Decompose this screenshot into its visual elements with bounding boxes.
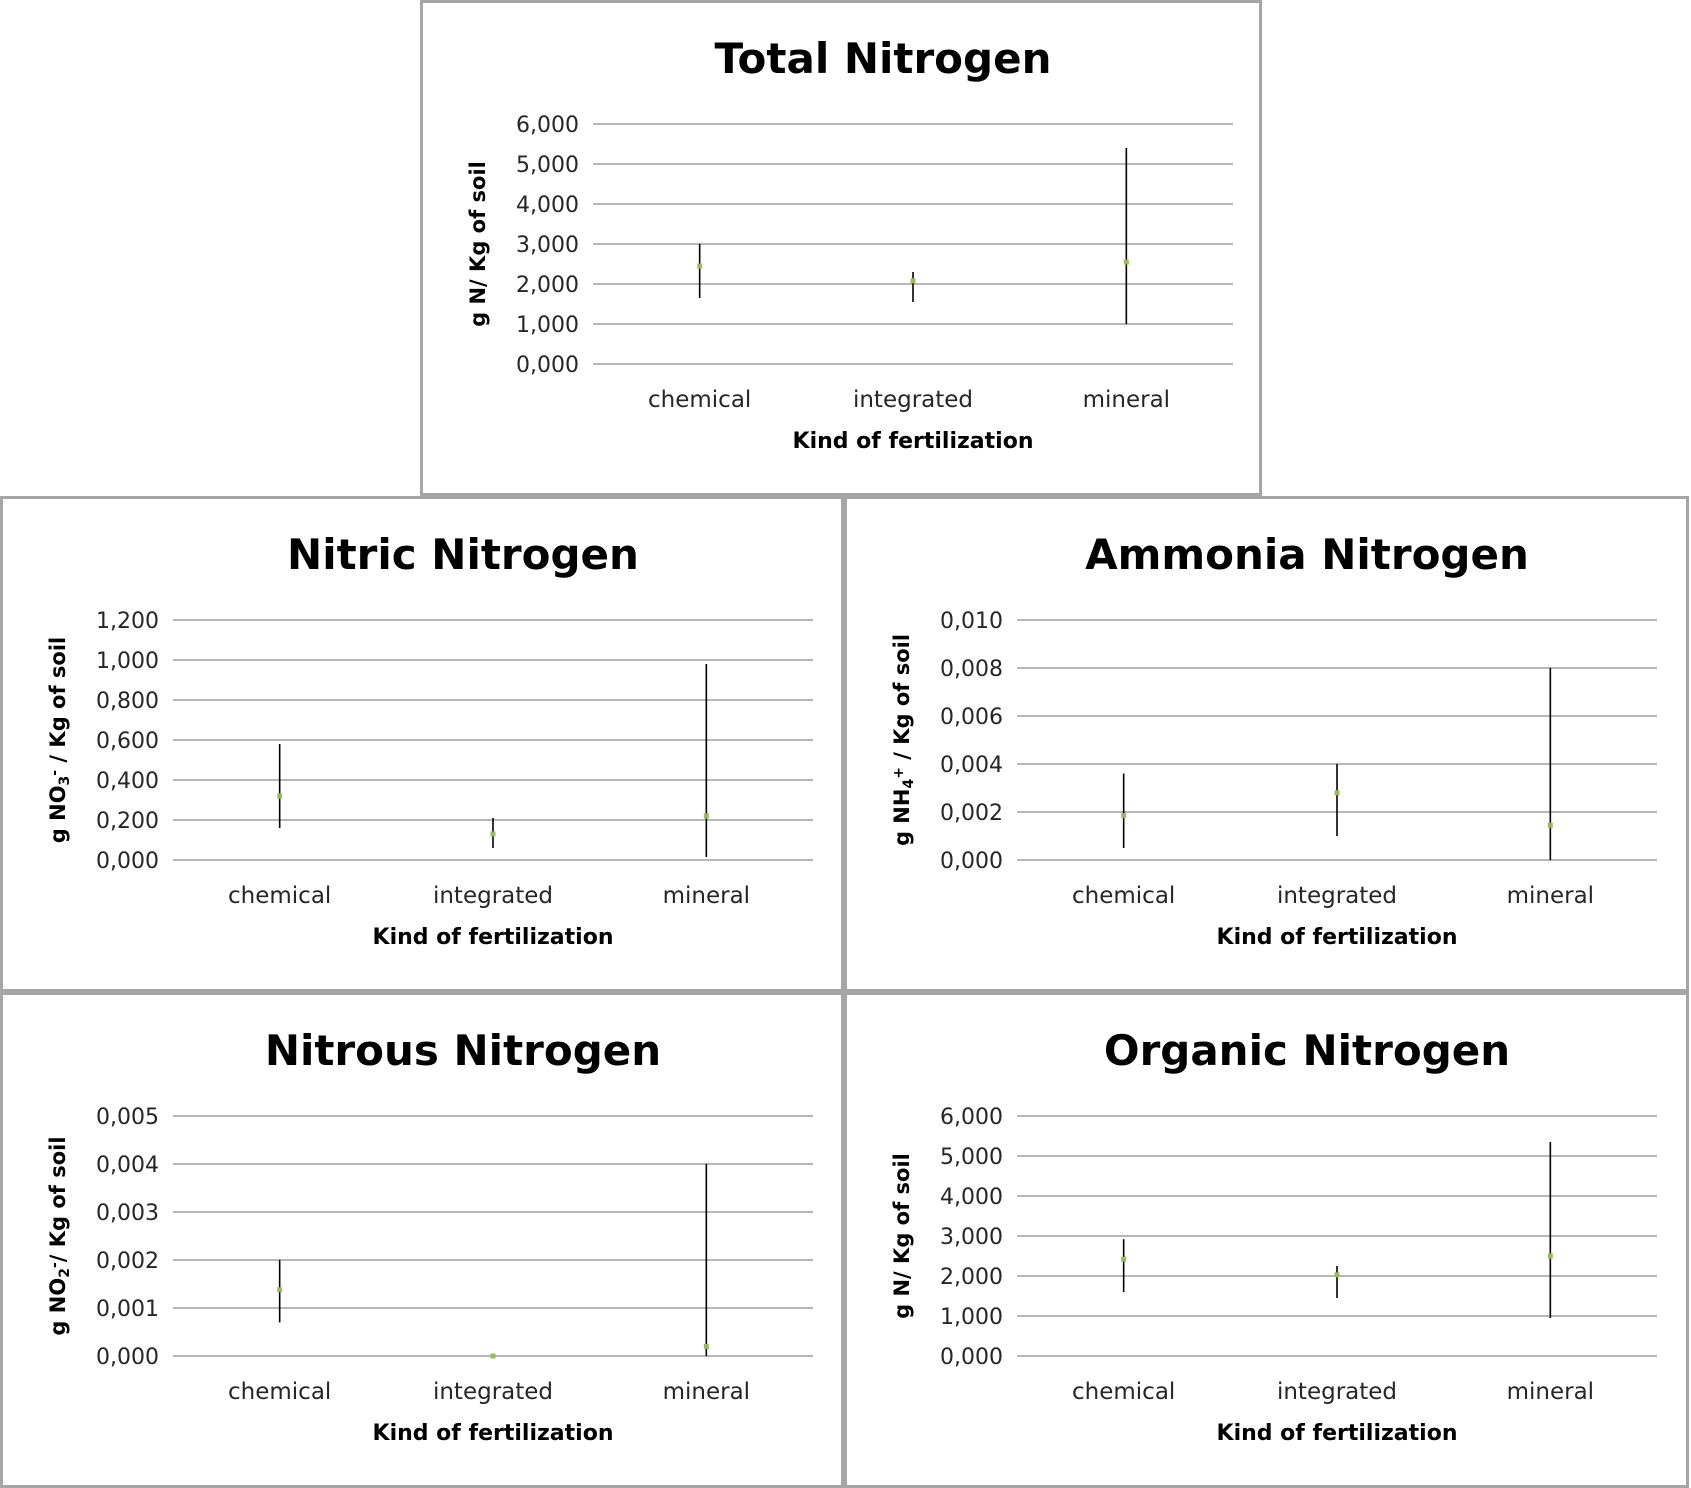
chart-svg: Total Nitrogen 0,000 1,000 2,000 3,000 4,000 5…: [466, 34, 1233, 454]
x-axis-title: Kind of fertilization: [373, 925, 614, 950]
x-axis-title: Kind of fertilization: [1217, 925, 1458, 950]
data-point: [490, 1353, 496, 1359]
chart-svg: Organic Nitrogen 0,000 1,000 2,000 3,000 4,00…: [890, 1026, 1657, 1446]
y-tick-label: 0,400: [96, 769, 159, 794]
data-point: [703, 813, 709, 819]
y-axis-title: g N/ Kg of soil: [890, 1153, 914, 1319]
data-point: [910, 278, 916, 284]
x-category-label: chemical: [1072, 883, 1175, 909]
chart-svg: Ammonia Nitrogen 0,000 0,002 0,004 0,006 0,00…: [890, 530, 1657, 950]
y-tick-label: 2,000: [516, 273, 579, 298]
y-tick-label: 1,000: [516, 313, 579, 338]
y-tick-label: 1,000: [940, 1305, 1003, 1330]
x-category-label: chemical: [228, 1379, 331, 1405]
x-category-label: chemical: [1072, 1379, 1175, 1405]
chart-title: Nitrous Nitrogen: [265, 1026, 661, 1075]
chart-svg: Nitrous Nitrogen 0,000 0,001 0,002 0,003 0,00…: [46, 1026, 813, 1446]
chart-title: Nitric Nitrogen: [287, 530, 639, 579]
chart-title: Organic Nitrogen: [1104, 1026, 1510, 1075]
x-category-label: mineral: [663, 1379, 750, 1405]
y-tick-label: 4,000: [940, 1185, 1003, 1210]
chart-panel-total-nitrogen: Total Nitrogen 0,000 1,000 2,000 3,000 4,000 5…: [420, 0, 1262, 496]
chart-title: Total Nitrogen: [714, 34, 1051, 83]
y-axis-title: g NO2-/ Kg of soil: [46, 1136, 73, 1335]
data-point: [1121, 1256, 1127, 1262]
x-category-label: integrated: [1277, 1379, 1397, 1405]
y-tick-label: 3,000: [516, 233, 579, 258]
x-axis-title: Kind of fertilization: [373, 1421, 614, 1446]
x-category-label: chemical: [228, 883, 331, 909]
x-category-label: integrated: [1277, 883, 1397, 909]
chart-panel-nitric-nitrogen: Nitric Nitrogen 0,000 0,200 0,400 0,600 0,800…: [0, 496, 844, 992]
y-tick-label: 0,004: [940, 753, 1003, 778]
chart-svg: Nitric Nitrogen 0,000 0,200 0,400 0,600 0,800…: [46, 530, 813, 950]
data-point: [1121, 813, 1127, 819]
y-tick-label: 0,600: [96, 729, 159, 754]
data-point: [1547, 1253, 1553, 1259]
y-tick-label: 0,000: [940, 849, 1003, 874]
y-tick-label: 0,006: [940, 705, 1003, 730]
y-tick-label: 0,003: [96, 1201, 159, 1226]
data-point: [1123, 259, 1129, 265]
y-axis-title: g NO3- / Kg of soil: [46, 637, 73, 843]
y-tick-label: 0,200: [96, 809, 159, 834]
data-point: [277, 1287, 283, 1293]
data-point: [703, 1343, 709, 1349]
x-axis-title: Kind of fertilization: [793, 429, 1034, 454]
x-category-label: integrated: [433, 883, 553, 909]
y-tick-label: 0,010: [940, 609, 1003, 634]
chart-title: Ammonia Nitrogen: [1085, 530, 1529, 579]
x-category-label: integrated: [853, 387, 973, 413]
x-axis-title: Kind of fertilization: [1217, 1421, 1458, 1446]
y-tick-label: 5,000: [940, 1145, 1003, 1170]
y-tick-label: 0,800: [96, 689, 159, 714]
y-tick-label: 0,002: [96, 1249, 159, 1274]
y-tick-label: 0,001: [96, 1297, 159, 1322]
x-category-label: mineral: [663, 883, 750, 909]
y-tick-label: 2,000: [940, 1265, 1003, 1290]
y-tick-label: 0,005: [96, 1105, 159, 1130]
y-tick-label: 1,000: [96, 649, 159, 674]
y-tick-label: 0,008: [940, 657, 1003, 682]
data-point: [277, 793, 283, 799]
y-tick-label: 1,200: [96, 609, 159, 634]
y-tick-label: 0,000: [516, 353, 579, 378]
y-axis-title: g NH4+ / Kg of soil: [890, 634, 917, 846]
y-tick-label: 0,002: [940, 801, 1003, 826]
y-tick-label: 3,000: [940, 1225, 1003, 1250]
x-category-label: integrated: [433, 1379, 553, 1405]
y-tick-label: 4,000: [516, 193, 579, 218]
y-tick-label: 6,000: [940, 1105, 1003, 1130]
y-tick-label: 0,000: [96, 849, 159, 874]
x-category-label: chemical: [648, 387, 751, 413]
y-tick-label: 0,000: [96, 1345, 159, 1370]
data-point: [1334, 790, 1340, 796]
x-category-label: mineral: [1083, 387, 1170, 413]
chart-panel-organic-nitrogen: Organic Nitrogen 0,000 1,000 2,000 3,000 4,00…: [844, 992, 1689, 1488]
x-category-label: mineral: [1507, 1379, 1594, 1405]
data-point: [697, 263, 703, 269]
y-axis-title: g N/ Kg of soil: [466, 161, 490, 327]
data-point: [1334, 1272, 1340, 1278]
chart-panel-nitrous-nitrogen: Nitrous Nitrogen 0,000 0,001 0,002 0,003 0,00…: [0, 992, 844, 1488]
data-point: [490, 831, 496, 837]
y-tick-label: 0,000: [940, 1345, 1003, 1370]
y-tick-label: 5,000: [516, 153, 579, 178]
x-category-label: mineral: [1507, 883, 1594, 909]
y-tick-label: 0,004: [96, 1153, 159, 1178]
chart-panel-ammonia-nitrogen: Ammonia Nitrogen 0,000 0,002 0,004 0,006 0,00…: [844, 496, 1689, 992]
data-point: [1547, 822, 1553, 828]
y-tick-label: 6,000: [516, 113, 579, 138]
